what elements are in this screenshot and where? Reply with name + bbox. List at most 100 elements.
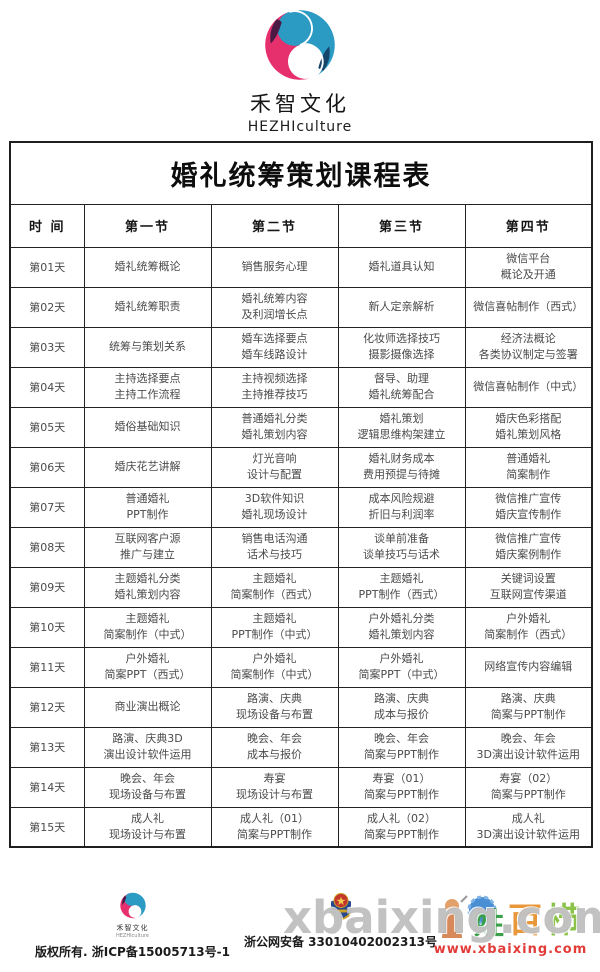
course-cell: 主题婚礼分类 婚礼策划内容 [83,566,212,608]
course-cell: 户外婚礼分类 婚礼策划内容 [337,606,466,648]
course-cell: 微信喜帖制作（中式） [464,366,593,408]
course-cell: 微信平台 概论及开通 [464,246,593,288]
course-cell: 成人礼 现场设计与布置 [83,806,212,848]
day-cell: 第01天 [9,246,85,288]
table-row: 第05天 婚俗基础知识 普通婚礼分类 婚礼策划内容 婚礼策划 逻辑思维构架建立 婚庆色彩… [9,406,593,448]
course-cell: 商业演出概论 [83,686,212,728]
course-cell: 寿宴（02） 简案与PPT制作 [464,766,593,808]
course-cell: 3D软件知识 婚礼现场设计 [210,486,339,528]
course-cell: 婚礼统筹概论 [83,246,212,288]
table-row: 第15天 成人礼 现场设计与布置 成人礼（01） 简案与PPT制作 成人礼（02） 简… [9,806,593,848]
course-cell: 关键词设置 互联网宣传渠道 [464,566,593,608]
course-cell: 谈单前准备 谈单技巧与话术 [337,526,466,568]
course-cell: 主题婚礼 简案制作（中式） [83,606,212,648]
day-cell: 第13天 [9,726,85,768]
footer-security-block: 浙公网安备 33010402002313号 [238,890,443,950]
course-cell: 主持视频选择 主持推荐技巧 [210,366,339,408]
svg-text:栉: 栉 [546,901,580,941]
course-cell: 主题婚礼 简案制作（西式） [210,566,339,608]
table-row: 第04天 主持选择要点 主持工作流程 主持视频选择 主持推荐技巧 督导、助理 婚礼统筹… [9,366,593,408]
course-cell: 普通婚礼 PPT制作 [83,486,212,528]
col-header-sec3: 第三节 [337,203,466,248]
table-row: 第06天 婚庆花艺讲解 灯光音响 设计与配置 婚礼财务成本 费用预提与待摊 普通婚礼 简… [9,446,593,488]
course-cell: 婚礼统筹职责 [83,286,212,328]
course-cell: 婚车选择要点 婚车线路设计 [210,326,339,368]
col-header-sec2: 第二节 [210,203,339,248]
table-row: 第01天 婚礼统筹概论 销售服务心理 婚礼道具认知 微信平台 概论及开通 [9,246,593,288]
table-row: 第12天 商业演出概论 路演、庆典 现场设备与布置 路演、庆典 成本与报价 路演、庆典 … [9,686,593,728]
day-cell: 第14天 [9,766,85,808]
course-cell: 经济法概论 各类协议制定与签署 [464,326,593,368]
course-cell: 灯光音响 设计与配置 [210,446,339,488]
course-cell: 晚会、年会 3D演出设计软件运用 [464,726,593,768]
day-cell: 第12天 [9,686,85,728]
course-cell: 路演、庆典 成本与报价 [337,686,466,728]
course-cell: 普通婚礼 简案制作 [464,446,593,488]
course-cell: 督导、助理 婚礼统筹配合 [337,366,466,408]
course-cell: 成本风险规避 折旧与利润率 [337,486,466,528]
footer: 禾智文化 HEZHIculture 版权所有. 浙ICP备15005713号-1… [0,890,600,972]
course-cell: 微信推广宣传 婚庆案例制作 [464,526,593,568]
footer-watermark-logo-block: 姓 百 栉 www.xbaixing.com [428,894,593,957]
day-cell: 第09天 [9,566,85,608]
course-cell: 婚礼统筹内容 及利润增长点 [210,286,339,328]
col-header-time: 时 间 [9,203,85,248]
day-cell: 第10天 [9,606,85,648]
course-cell: 路演、庆典 简案与PPT制作 [464,686,593,728]
course-cell: 寿宴（01） 简案与PPT制作 [337,766,466,808]
day-cell: 第07天 [9,486,85,528]
course-cell: 化妆师选择技巧 摄影摄像选择 [337,326,466,368]
course-cell: 成人礼（02） 简案与PPT制作 [337,806,466,848]
course-cell: 户外婚礼 简案制作（中式） [210,646,339,688]
footer-mini-brand-en: HEZHIculture [115,933,150,939]
course-cell: 统筹与策划关系 [83,326,212,368]
course-cell: 路演、庆典 现场设备与布置 [210,686,339,728]
day-cell: 第05天 [9,406,85,448]
table-row: 第08天 互联网客户源 推广与建立 销售电话沟通 话术与技巧 谈单前准备 谈单技巧与话… [9,526,593,568]
police-badge-icon [329,893,352,921]
course-cell: 普通婚礼分类 婚礼策划内容 [210,406,339,448]
course-cell: 互联网客户源 推广与建立 [83,526,212,568]
day-cell: 第06天 [9,446,85,488]
footer-mini-brand-cn: 禾智文化 [116,924,149,932]
svg-text:百: 百 [508,901,542,941]
svg-text:姓: 姓 [474,907,504,942]
schedule-table-wrap: 婚礼统筹策划课程表 时 间 第一节 第二节 第三节 第四节 第01天 婚礼统筹概论… [9,141,594,848]
course-cell: 销售电话沟通 话术与技巧 [210,526,339,568]
col-header-sec1: 第一节 [83,203,212,248]
watermark-url-text: www.xbaixing.com [433,942,588,957]
day-cell: 第15天 [9,806,85,848]
day-cell: 第08天 [9,526,85,568]
day-cell: 第02天 [9,286,85,328]
day-cell: 第04天 [9,366,85,408]
table-row: 第13天 路演、庆典3D 演出设计软件运用 晚会、年会 成本与报价 晚会、年会 简案与… [9,726,593,768]
course-cell: 微信推广宣传 婚庆宣传制作 [464,486,593,528]
course-cell: 网络宣传内容编辑 [464,646,593,688]
table-header-row: 时 间 第一节 第二节 第三节 第四节 [9,203,593,248]
course-cell: 婚俗基础知识 [83,406,212,448]
day-cell: 第03天 [9,326,85,368]
course-cell: 新人定亲解析 [337,286,466,328]
footer-copyright-block: 禾智文化 HEZHIculture 版权所有. 浙ICP备15005713号-1 [30,892,235,960]
course-cell: 婚礼道具认知 [337,246,466,288]
course-cell: 户外婚礼 简案PPT（西式） [83,646,212,688]
course-cell: 婚礼策划 逻辑思维构架建立 [337,406,466,448]
course-cell: 寿宴 现场设计与布置 [210,766,339,808]
course-table-body: 第01天 婚礼统筹概论 销售服务心理 婚礼道具认知 微信平台 概论及开通 第02天 婚礼统筹… [9,246,593,848]
table-row: 第07天 普通婚礼 PPT制作 3D软件知识 婚礼现场设计 成本风险规避 折旧与利润率… [9,486,593,528]
course-cell: 主题婚礼 PPT制作（西式） [337,566,466,608]
xbaixing-logo-icon: 姓 百 栉 [441,895,580,942]
course-cell: 路演、庆典3D 演出设计软件运用 [83,726,212,768]
course-cell: 成人礼（01） 简案与PPT制作 [210,806,339,848]
course-cell: 主题婚礼 PPT制作（中式） [210,606,339,648]
course-cell: 成人礼 3D演出设计软件运用 [464,806,593,848]
icp-record-text: 版权所有. 浙ICP备15005713号-1 [35,945,230,959]
hezhi-logo-icon [265,10,335,80]
table-row: 第14天 晚会、年会 现场设备与布置 寿宴 现场设计与布置 寿宴（01） 简案与PPT… [9,766,593,808]
course-cell: 晚会、年会 现场设备与布置 [83,766,212,808]
course-cell: 婚庆色彩搭配 婚礼策划风格 [464,406,593,448]
day-cell: 第11天 [9,646,85,688]
course-schedule-table: 婚礼统筹策划课程表 时 间 第一节 第二节 第三节 第四节 第01天 婚礼统筹概论… [9,141,594,848]
brand-header: 禾智文化 HEZHIculture [0,0,600,135]
hezhi-mini-logo-icon [119,892,146,919]
